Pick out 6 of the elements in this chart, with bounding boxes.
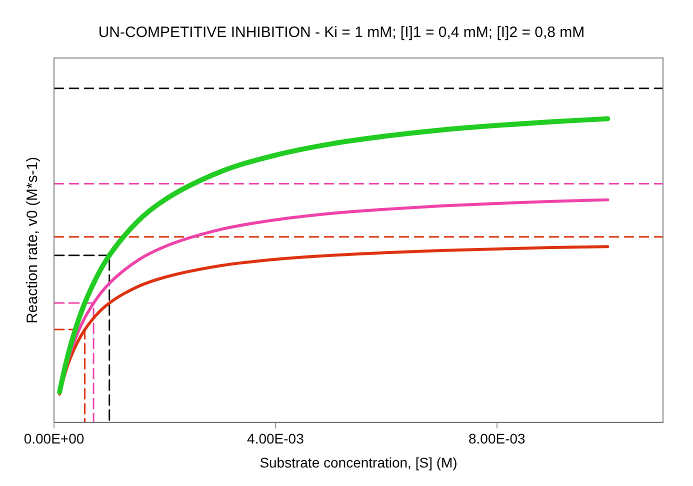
chart-title: UN-COMPETITIVE INHIBITION - Ki = 1 mM; [I]1 = 0,4 mM; [I]2 = 0,8 mM bbox=[98, 24, 585, 42]
x-tick-label: 0.00E+00 bbox=[24, 430, 84, 447]
x-axis-title: Substrate concentration, [S] (M) bbox=[260, 454, 458, 470]
x-tick-label: 4.00E-03 bbox=[247, 430, 304, 447]
x-tick-label: 8.00E-03 bbox=[468, 430, 526, 447]
y-axis-title: Reaction rate, v0 (M*s-1) bbox=[24, 156, 42, 324]
